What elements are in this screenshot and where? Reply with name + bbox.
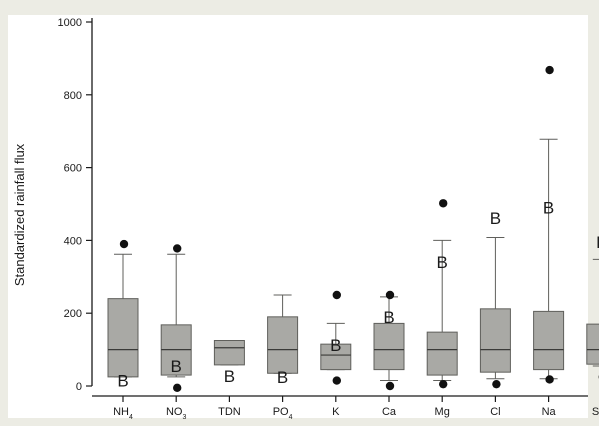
b-marker: B <box>490 209 501 228</box>
box-iqr <box>587 324 599 364</box>
b-marker: B <box>330 336 341 355</box>
y-tick-label: 600 <box>64 163 82 175</box>
y-axis-label: Standardized rainfall flux <box>12 143 27 286</box>
x-tick-label: Ca <box>382 406 397 418</box>
x-tick-label: Cl <box>490 406 500 418</box>
outlier-point <box>545 66 553 74</box>
box-iqr <box>427 332 457 375</box>
box-iqr <box>480 309 510 372</box>
box-iqr <box>268 317 298 373</box>
outlier-point <box>439 380 447 388</box>
outlier-point <box>492 380 500 388</box>
x-tick-label: Mg <box>435 406 450 418</box>
outlier-point <box>173 384 181 392</box>
outlier-point <box>120 240 128 248</box>
box-iqr <box>108 299 138 377</box>
outlier-point <box>333 376 341 384</box>
x-tick-label-subscript: 4 <box>129 414 133 421</box>
y-tick-label: 0 <box>76 381 82 393</box>
outlier-point <box>545 375 553 383</box>
outlier-point <box>173 244 181 252</box>
box-iqr <box>534 311 564 369</box>
x-tick-label: Na <box>542 406 557 418</box>
x-tick-label: TDN <box>218 406 241 418</box>
b-marker: B <box>383 308 394 327</box>
b-marker: B <box>277 368 288 387</box>
box-iqr <box>214 341 244 365</box>
x-tick-label: K <box>332 406 340 418</box>
box-tdn <box>214 341 244 365</box>
outlier-point <box>333 291 341 299</box>
outlier-point <box>386 382 394 390</box>
outlier-point <box>439 199 447 207</box>
x-tick-label-subscript: 3 <box>182 414 186 421</box>
b-marker: B <box>437 253 448 272</box>
x-tick-label-subscript: 4 <box>289 414 293 421</box>
b-marker: B <box>543 199 554 218</box>
y-tick-label: 400 <box>64 235 82 247</box>
box-iqr <box>374 323 404 369</box>
y-tick-label: 200 <box>64 308 82 320</box>
b-marker: B <box>224 367 235 386</box>
b-marker: B <box>117 372 128 391</box>
y-tick-label: 800 <box>64 90 82 102</box>
b-marker: B <box>171 357 182 376</box>
y-tick-label: 1000 <box>58 17 82 29</box>
outlier-point <box>386 291 394 299</box>
